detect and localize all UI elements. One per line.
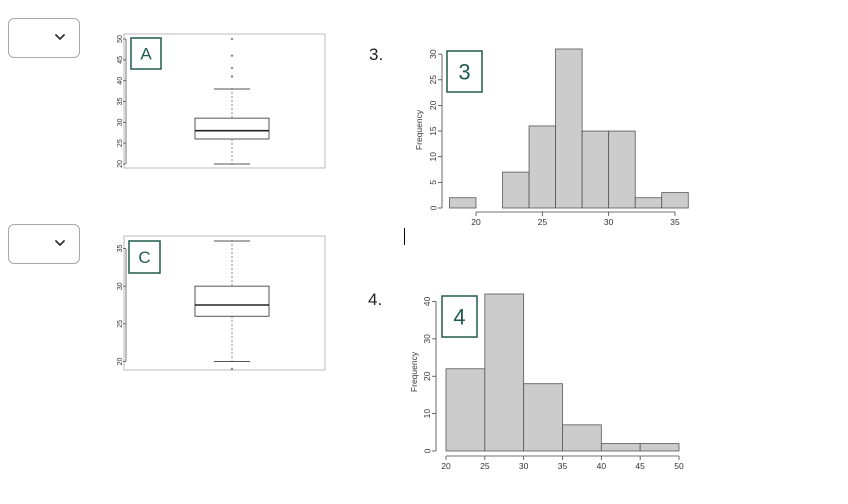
x-tick-label: 50: [674, 461, 684, 471]
plot-label-box: [446, 50, 483, 93]
histogram-3: 20 25 30 35 0 5 10 15 20 25 30 Frequency 3: [414, 48, 689, 227]
y-tick-label: 25: [428, 75, 438, 85]
histogram-bar: [661, 192, 689, 209]
y-tick-label: 30: [428, 49, 438, 59]
histogram-bar: [608, 130, 636, 209]
y-tick-label: 15: [428, 126, 438, 136]
y-tick-label: 35: [117, 245, 124, 253]
histogram-bar: [634, 197, 663, 209]
x-tick-label: 20: [471, 217, 481, 227]
x-tick-label: 40: [597, 461, 607, 471]
outlier-point: [230, 54, 234, 57]
y-tick-label: 45: [117, 56, 124, 64]
histogram-bar: [581, 130, 610, 209]
x-tick-label: 45: [635, 461, 645, 471]
histogram-bar: [484, 293, 525, 452]
outlier-point: [230, 37, 234, 41]
answer-dropdown-2[interactable]: [8, 224, 80, 264]
outlier-point: [230, 367, 234, 371]
plot-label-box: [441, 295, 478, 338]
histogram-bar: [445, 368, 486, 452]
iqr-box: [194, 117, 270, 140]
boxplot-c: 20 25 30 35 C: [117, 235, 326, 371]
y-axis-label: Frequency: [409, 351, 419, 392]
histogram-bar: [502, 171, 530, 209]
histogram-bar: [528, 125, 556, 209]
plot-label-box: [130, 37, 162, 70]
x-tick-label: 30: [519, 461, 529, 471]
histogram-bar: [449, 197, 477, 209]
y-tick-label: 20: [422, 371, 432, 381]
y-tick-label: 40: [422, 296, 432, 306]
plot-label: C: [138, 248, 150, 267]
histogram-bar: [600, 443, 641, 452]
y-tick-label: 0: [428, 205, 438, 210]
outlier-point: [230, 75, 234, 78]
plot-frame: [123, 235, 326, 371]
histogram-4: 20 25 30 35 40 45 50 0 10 20 30 40 Frequency 4: [409, 293, 684, 471]
x-tick-label: 35: [558, 461, 568, 471]
text-cursor: [404, 228, 405, 245]
y-tick-label: 20: [428, 100, 438, 110]
plot-label: 3: [458, 60, 470, 85]
y-tick-label: 0: [422, 448, 432, 453]
y-tick-label: 20: [117, 160, 124, 168]
y-tick-label: 40: [117, 77, 124, 85]
x-tick-label: 25: [480, 461, 490, 471]
boxplot-a: 20 25 30 35 40 45 50 A: [117, 33, 326, 169]
answer-dropdown-1[interactable]: [8, 18, 80, 58]
y-tick-label: 25: [117, 320, 124, 328]
chevron-down-icon: [55, 34, 65, 40]
y-tick-label: 5: [428, 180, 438, 185]
y-tick-label: 35: [117, 98, 124, 106]
histogram-bar: [562, 424, 602, 452]
y-tick-label: 30: [422, 334, 432, 344]
y-tick-label: 10: [428, 152, 438, 162]
outlier-point: [230, 66, 234, 70]
iqr-box: [194, 285, 270, 317]
question-number-3: 3.: [369, 45, 384, 64]
x-tick-label: 30: [604, 217, 614, 227]
y-tick-label: 30: [117, 282, 124, 290]
y-tick-label: 50: [117, 35, 124, 43]
x-tick-label: 35: [670, 217, 680, 227]
x-tick-label: 25: [538, 217, 548, 227]
histogram-bar: [555, 48, 583, 209]
histogram-bar: [639, 443, 680, 452]
y-tick-label: 20: [117, 357, 124, 365]
plot-label-box: [128, 240, 161, 274]
chevron-down-icon: [55, 240, 65, 246]
y-tick-label: 25: [117, 139, 124, 147]
plot-label: 4: [453, 305, 465, 330]
y-tick-label: 10: [422, 409, 432, 419]
y-axis-label: Frequency: [414, 109, 424, 150]
plot-label: A: [140, 45, 152, 64]
plot-frame: [123, 33, 326, 169]
x-tick-label: 20: [441, 461, 451, 471]
y-tick-label: 30: [117, 118, 124, 126]
histogram-bar: [523, 383, 563, 452]
question-number-4: 4.: [368, 290, 383, 309]
